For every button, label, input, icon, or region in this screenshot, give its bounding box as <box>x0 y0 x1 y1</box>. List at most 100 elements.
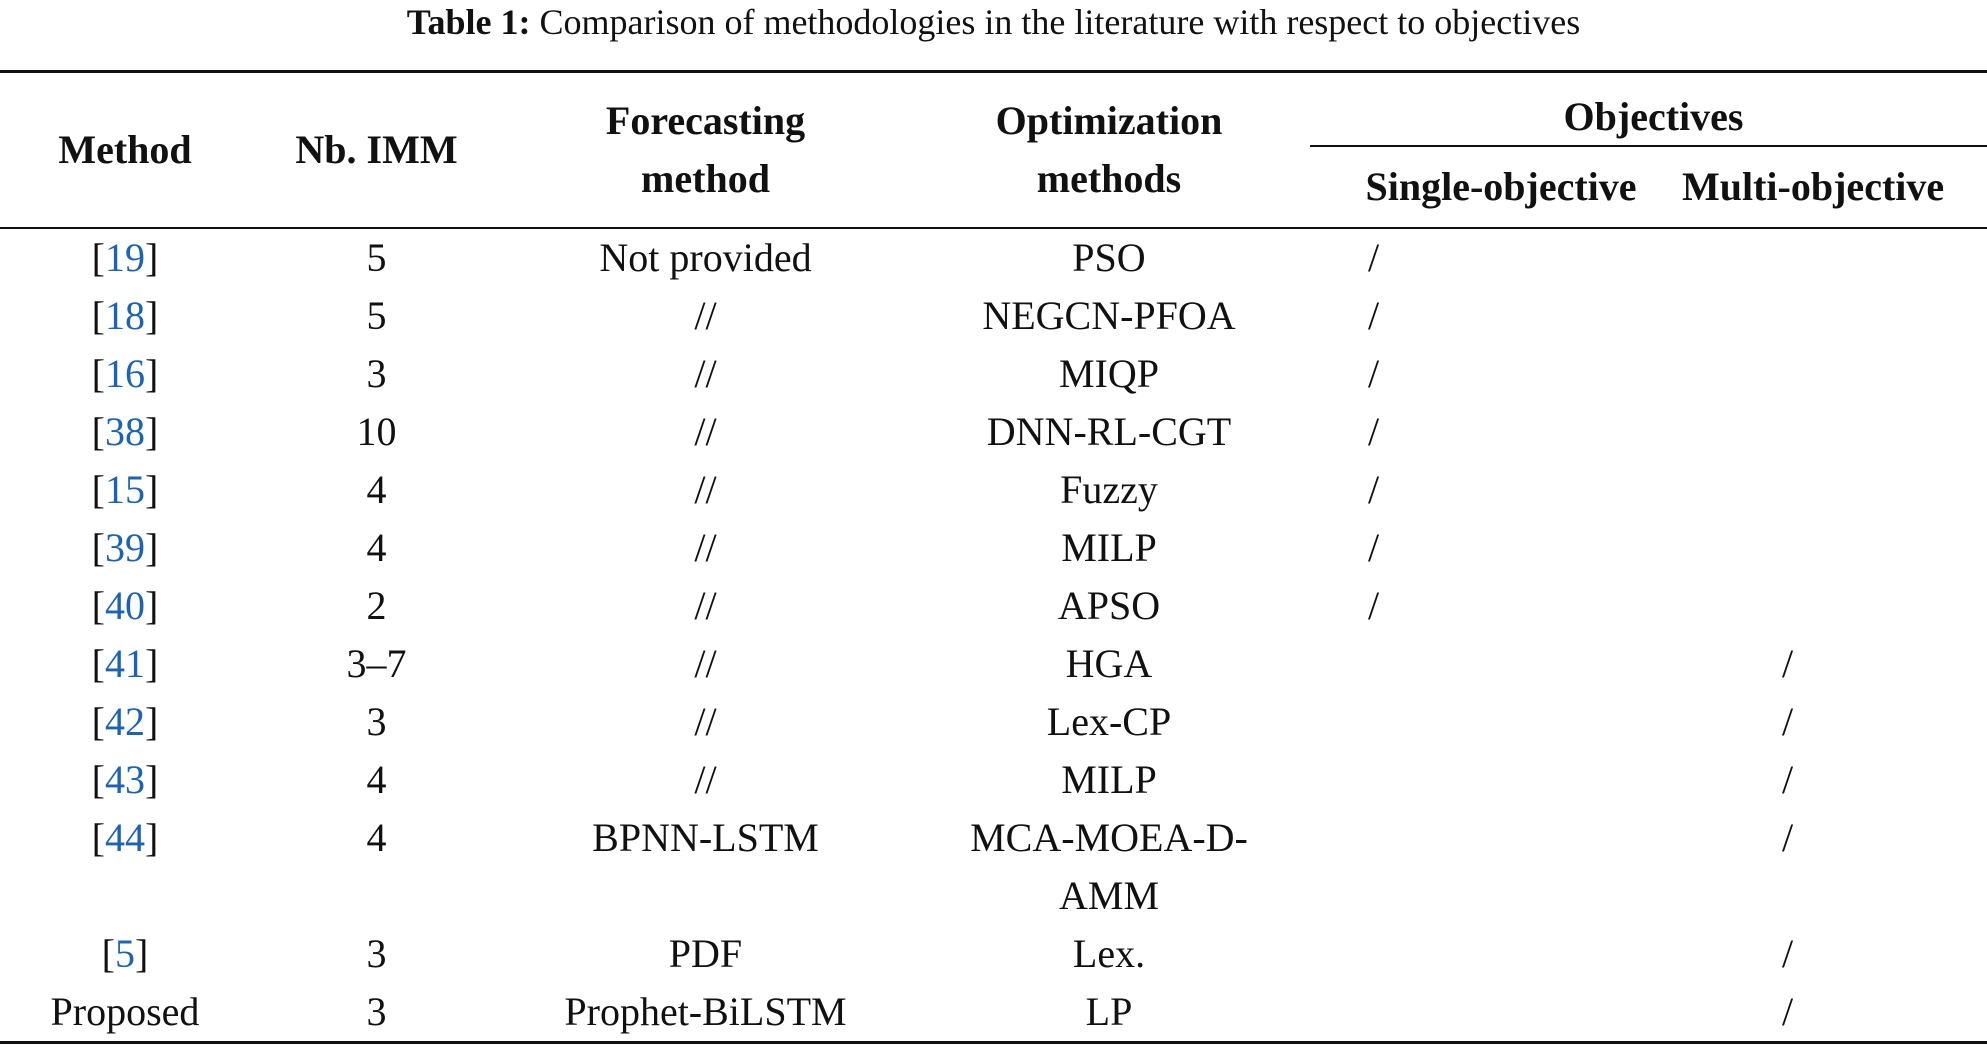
ref-bracket-open: [ <box>91 235 105 280</box>
cell-forecasting: // <box>694 583 717 628</box>
ref-bracket-close: ] <box>145 409 159 454</box>
table-header: Method Nb. IMM Forecasting method Optimi… <box>0 70 1987 229</box>
cell-single-objective: / <box>1368 583 1380 628</box>
reference-link[interactable]: 15 <box>105 467 145 512</box>
cell-single-objective: / <box>1368 293 1380 338</box>
cell-forecasting: // <box>694 699 717 744</box>
table-row: [38] 10 // DNN-RL-CGT / <box>0 403 1987 461</box>
cell-multi-objective: / <box>1782 815 1794 860</box>
table-row: [16] 3 // MIQP / <box>0 345 1987 403</box>
cell-multi-objective <box>1682 228 1987 287</box>
cell-optimization: NEGCN-PFOA <box>982 293 1236 338</box>
cell-forecasting: Not provided <box>599 235 812 280</box>
cell-forecasting: PDF <box>668 931 743 976</box>
ref-bracket-close: ] <box>145 699 159 744</box>
cell-nb-imm: 5 <box>366 293 387 338</box>
cell-single-objective: / <box>1368 409 1380 454</box>
cell-forecasting: // <box>694 525 717 570</box>
cell-optimization: MILP <box>1061 525 1157 570</box>
cell-single-objective: / <box>1368 235 1380 280</box>
cell-method[interactable]: [38] <box>0 403 250 461</box>
header-nb-imm: Nb. IMM <box>250 70 503 229</box>
cell-forecasting: // <box>694 467 717 512</box>
ref-bracket-open: [ <box>91 467 105 512</box>
table-row: [18] 5 // NEGCN-PFOA / <box>0 287 1987 345</box>
cell-nb-imm: 4 <box>366 467 387 512</box>
cell-multi-objective: / <box>1682 983 1987 1044</box>
cell-method[interactable]: [42] <box>0 693 250 751</box>
ref-bracket-close: ] <box>145 815 159 860</box>
header-method: Method <box>0 70 250 229</box>
cell-nb-imm: 3 <box>366 351 387 396</box>
cell-multi-objective <box>1682 403 1987 461</box>
cell-method[interactable]: [18] <box>0 287 250 345</box>
ref-bracket-open: [ <box>101 931 115 976</box>
cell-method[interactable]: [41] <box>0 635 250 693</box>
table-caption-text: Comparison of methodologies in the liter… <box>539 2 1581 42</box>
cell-multi-objective <box>1682 287 1987 345</box>
header-optimization-line2: methods <box>1036 156 1182 201</box>
reference-link[interactable]: 18 <box>105 293 145 338</box>
header-forecasting-method: Forecasting method <box>503 70 908 229</box>
comparison-table: Method Nb. IMM Forecasting method Optimi… <box>0 70 1987 1044</box>
ref-bracket-close: ] <box>145 641 159 686</box>
cell-forecasting: // <box>694 293 717 338</box>
cell-multi-objective: / <box>1782 931 1794 976</box>
cell-forecasting: // <box>694 641 717 686</box>
cell-optimization: LP <box>908 983 1310 1044</box>
cell-forecasting: // <box>694 757 717 802</box>
ref-bracket-open: [ <box>91 699 105 744</box>
reference-link[interactable]: 5 <box>115 931 135 976</box>
cell-optimization: PSO <box>1072 235 1146 280</box>
table-row: [40] 2 // APSO / <box>0 577 1987 635</box>
cell-method[interactable]: [16] <box>0 345 250 403</box>
reference-link[interactable]: 44 <box>105 815 145 860</box>
cell-optimization: MIQP <box>1058 351 1160 396</box>
header-single-objective: Single-objective <box>1310 146 1682 229</box>
reference-link[interactable]: 16 <box>105 351 145 396</box>
cell-forecasting: Prophet-BiLSTM <box>503 983 908 1044</box>
table-row: [44] 4 BPNN-LSTM MCA-MOEA-D- AMM / <box>0 809 1987 925</box>
ref-bracket-open: [ <box>91 293 105 338</box>
table-row: [41] 3–7 // HGA / <box>0 635 1987 693</box>
cell-multi-objective <box>1682 519 1987 577</box>
reference-link[interactable]: 43 <box>105 757 145 802</box>
cell-method[interactable]: [40] <box>0 577 250 635</box>
cell-multi-objective <box>1682 461 1987 519</box>
table-row: [43] 4 // MILP / <box>0 751 1987 809</box>
ref-bracket-close: ] <box>135 931 149 976</box>
reference-link[interactable]: 38 <box>105 409 145 454</box>
reference-link[interactable]: 39 <box>105 525 145 570</box>
cell-method[interactable]: [5] <box>0 925 250 983</box>
cell-single-objective <box>1310 809 1682 925</box>
ref-bracket-open: [ <box>91 757 105 802</box>
cell-method[interactable]: [43] <box>0 751 250 809</box>
ref-bracket-close: ] <box>145 351 159 396</box>
cell-single-objective <box>1310 693 1682 751</box>
cell-single-objective <box>1310 751 1682 809</box>
cell-nb-imm: 3 <box>366 931 387 976</box>
table-row: [19] 5 Not provided PSO / <box>0 228 1987 287</box>
cell-method[interactable]: [19] <box>0 228 250 287</box>
cell-nb-imm: 4 <box>366 815 387 860</box>
reference-link[interactable]: 40 <box>105 583 145 628</box>
ref-bracket-close: ] <box>145 293 159 338</box>
ref-bracket-open: [ <box>91 409 105 454</box>
reference-link[interactable]: 19 <box>105 235 145 280</box>
header-forecasting-line1: Forecasting <box>605 98 806 143</box>
cell-optimization: Fuzzy <box>1060 467 1158 512</box>
table-caption-label: Table 1: <box>406 2 531 42</box>
cell-single-objective <box>1310 925 1682 983</box>
cell-method[interactable]: [39] <box>0 519 250 577</box>
cell-nb-imm: 10 <box>356 409 397 454</box>
optimization-line2: AMM <box>1058 873 1160 918</box>
reference-link[interactable]: 42 <box>105 699 145 744</box>
cell-optimization: APSO <box>1057 583 1161 628</box>
ref-bracket-open: [ <box>91 525 105 570</box>
header-multi-objective: Multi-objective <box>1682 146 1987 229</box>
reference-link[interactable]: 41 <box>105 641 145 686</box>
table-row: [39] 4 // MILP / <box>0 519 1987 577</box>
cell-method[interactable]: [15] <box>0 461 250 519</box>
cell-optimization: Lex. <box>1072 931 1146 976</box>
cell-method[interactable]: [44] <box>0 809 250 925</box>
